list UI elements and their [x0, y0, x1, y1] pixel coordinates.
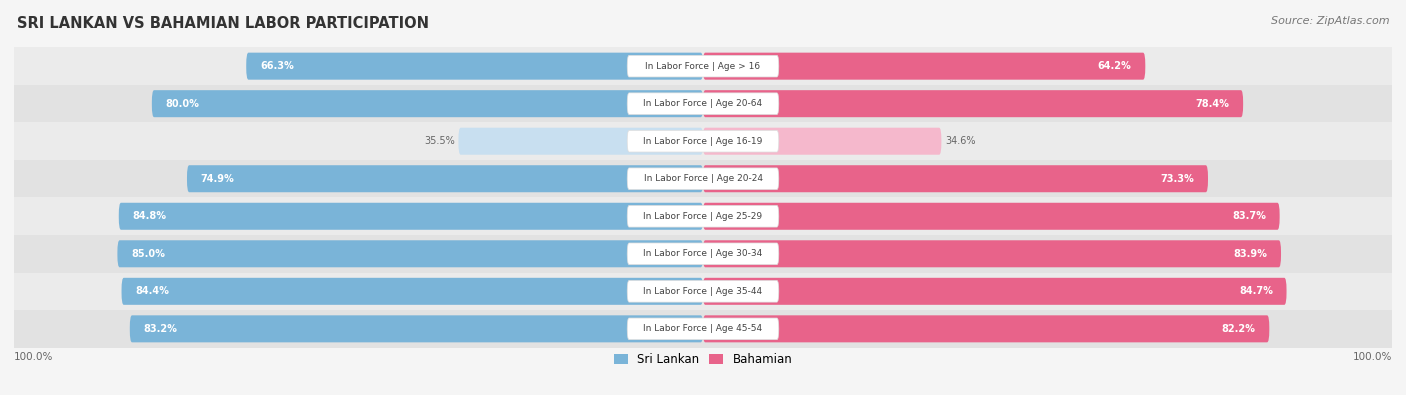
FancyBboxPatch shape: [627, 280, 779, 302]
Text: In Labor Force | Age 35-44: In Labor Force | Age 35-44: [644, 287, 762, 296]
FancyBboxPatch shape: [627, 168, 779, 190]
FancyBboxPatch shape: [703, 315, 1270, 342]
FancyBboxPatch shape: [458, 128, 703, 155]
FancyBboxPatch shape: [703, 90, 1243, 117]
FancyBboxPatch shape: [703, 128, 942, 155]
FancyBboxPatch shape: [152, 90, 703, 117]
Text: In Labor Force | Age > 16: In Labor Force | Age > 16: [645, 62, 761, 71]
Text: In Labor Force | Age 16-19: In Labor Force | Age 16-19: [644, 137, 762, 146]
Text: 80.0%: 80.0%: [166, 99, 200, 109]
FancyBboxPatch shape: [703, 165, 1208, 192]
Text: In Labor Force | Age 20-64: In Labor Force | Age 20-64: [644, 99, 762, 108]
FancyBboxPatch shape: [187, 165, 703, 192]
Text: In Labor Force | Age 45-54: In Labor Force | Age 45-54: [644, 324, 762, 333]
Text: 83.9%: 83.9%: [1233, 249, 1267, 259]
Bar: [14, 235, 1392, 273]
FancyBboxPatch shape: [703, 203, 1279, 230]
Text: 83.2%: 83.2%: [143, 324, 177, 334]
Text: Source: ZipAtlas.com: Source: ZipAtlas.com: [1271, 16, 1389, 26]
FancyBboxPatch shape: [703, 53, 1146, 80]
FancyBboxPatch shape: [627, 205, 779, 227]
Bar: [14, 122, 1392, 160]
Text: 66.3%: 66.3%: [260, 61, 294, 71]
Text: 82.2%: 82.2%: [1222, 324, 1256, 334]
Text: In Labor Force | Age 30-34: In Labor Force | Age 30-34: [644, 249, 762, 258]
FancyBboxPatch shape: [627, 130, 779, 152]
Text: 100.0%: 100.0%: [14, 352, 53, 362]
FancyBboxPatch shape: [129, 315, 703, 342]
Text: 100.0%: 100.0%: [1353, 352, 1392, 362]
FancyBboxPatch shape: [627, 93, 779, 115]
FancyBboxPatch shape: [627, 55, 779, 77]
Text: 74.9%: 74.9%: [201, 174, 235, 184]
Text: 34.6%: 34.6%: [945, 136, 976, 146]
Text: 78.4%: 78.4%: [1195, 99, 1229, 109]
FancyBboxPatch shape: [121, 278, 703, 305]
Legend: Sri Lankan, Bahamian: Sri Lankan, Bahamian: [614, 353, 792, 366]
Bar: [14, 310, 1392, 348]
Text: 73.3%: 73.3%: [1160, 174, 1194, 184]
Text: In Labor Force | Age 25-29: In Labor Force | Age 25-29: [644, 212, 762, 221]
Text: 84.8%: 84.8%: [132, 211, 166, 221]
FancyBboxPatch shape: [627, 243, 779, 265]
FancyBboxPatch shape: [117, 240, 703, 267]
Bar: [14, 273, 1392, 310]
Bar: [14, 47, 1392, 85]
Text: 83.7%: 83.7%: [1232, 211, 1265, 221]
Text: 64.2%: 64.2%: [1098, 61, 1132, 71]
FancyBboxPatch shape: [627, 318, 779, 340]
Bar: [14, 85, 1392, 122]
FancyBboxPatch shape: [703, 278, 1286, 305]
Text: 85.0%: 85.0%: [131, 249, 165, 259]
Text: 84.7%: 84.7%: [1239, 286, 1272, 296]
Bar: [14, 160, 1392, 198]
FancyBboxPatch shape: [246, 53, 703, 80]
Text: 84.4%: 84.4%: [135, 286, 169, 296]
Bar: [14, 198, 1392, 235]
Text: In Labor Force | Age 20-24: In Labor Force | Age 20-24: [644, 174, 762, 183]
Text: SRI LANKAN VS BAHAMIAN LABOR PARTICIPATION: SRI LANKAN VS BAHAMIAN LABOR PARTICIPATI…: [17, 16, 429, 31]
Text: 35.5%: 35.5%: [425, 136, 456, 146]
FancyBboxPatch shape: [118, 203, 703, 230]
FancyBboxPatch shape: [703, 240, 1281, 267]
